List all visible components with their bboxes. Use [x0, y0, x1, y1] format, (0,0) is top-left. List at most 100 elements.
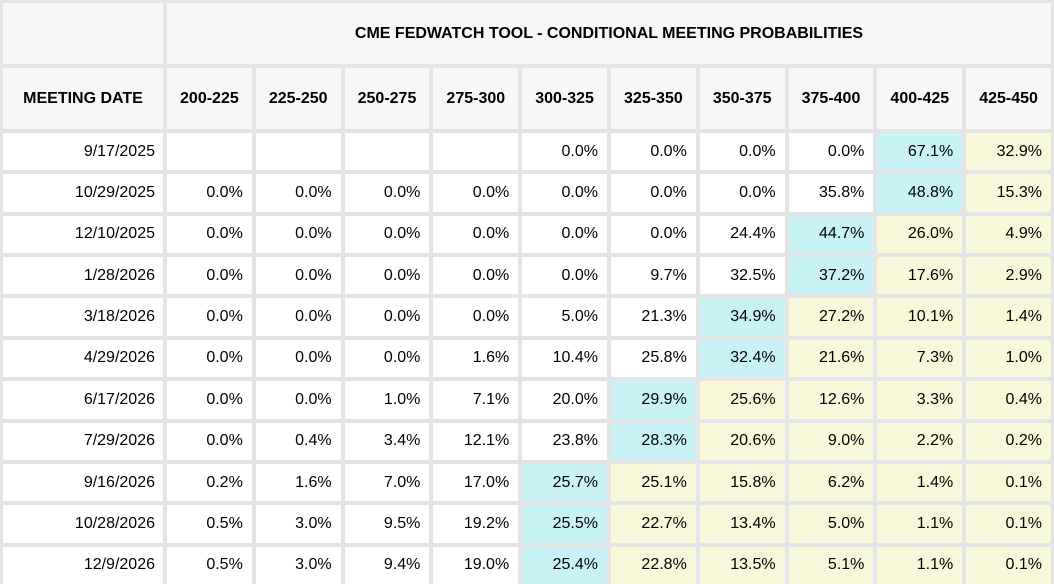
- probability-cell: 1.0%: [344, 381, 430, 419]
- probability-cell: 0.2%: [966, 422, 1051, 460]
- corner-cell: [3, 3, 163, 64]
- probability-cell: 37.2%: [788, 257, 874, 295]
- probability-cell: 21.3%: [611, 298, 696, 336]
- probability-cell: 13.4%: [699, 505, 785, 543]
- probability-cell: 0.0%: [433, 174, 519, 212]
- probability-cell: 15.3%: [966, 174, 1051, 212]
- meeting-date-cell: 9/17/2025: [3, 133, 163, 171]
- probability-cell: 0.0%: [255, 339, 341, 378]
- probability-cell: 15.8%: [699, 463, 785, 502]
- probability-cell: 0.4%: [255, 422, 341, 460]
- probability-cell: 3.4%: [344, 422, 430, 460]
- rate-range-column-header: 300-325: [522, 68, 607, 129]
- probability-cell: 1.1%: [877, 546, 963, 584]
- meeting-date-column-header: MEETING DATE: [3, 68, 163, 129]
- rate-range-column-header: 275-300: [433, 68, 519, 129]
- probability-cell: 0.0%: [344, 215, 430, 254]
- probability-cell: 24.4%: [699, 215, 785, 254]
- probability-cell: 0.4%: [966, 381, 1051, 419]
- probability-cell: 7.0%: [344, 463, 430, 502]
- meeting-date-cell: 6/17/2026: [3, 381, 163, 419]
- meeting-date-cell: 9/16/2026: [3, 463, 163, 502]
- probability-cell: 4.9%: [966, 215, 1051, 254]
- probability-cell: 25.6%: [699, 381, 785, 419]
- probability-cell: 1.0%: [966, 339, 1051, 378]
- probability-cell: 0.0%: [344, 298, 430, 336]
- probability-cell: 5.1%: [788, 546, 874, 584]
- probability-cell: 26.0%: [877, 215, 963, 254]
- probability-cell: 9.4%: [344, 546, 430, 584]
- probability-cell: 0.0%: [255, 257, 341, 295]
- rate-range-column-header: 425-450: [966, 68, 1051, 129]
- rate-range-column-header: 350-375: [699, 68, 785, 129]
- probability-cell: 20.0%: [522, 381, 607, 419]
- probability-cell: 6.2%: [788, 463, 874, 502]
- meeting-date-cell: 3/18/2026: [3, 298, 163, 336]
- probability-cell: 0.0%: [167, 257, 252, 295]
- probability-cell: 0.0%: [522, 215, 607, 254]
- probability-cell: [344, 133, 430, 171]
- probability-cell: 44.7%: [788, 215, 874, 254]
- probability-cell: 0.0%: [788, 133, 874, 171]
- probability-cell: 0.0%: [522, 257, 607, 295]
- probability-cell: 1.6%: [255, 463, 341, 502]
- probability-cell: 5.0%: [522, 298, 607, 336]
- probability-cell: 0.0%: [699, 133, 785, 171]
- probability-cell: 25.7%: [522, 463, 607, 502]
- probability-cell: 13.5%: [699, 546, 785, 584]
- probability-cell: 10.1%: [877, 298, 963, 336]
- probability-cell: 22.7%: [611, 505, 696, 543]
- meeting-date-cell: 12/9/2026: [3, 546, 163, 584]
- probability-cell: 0.0%: [611, 215, 696, 254]
- probability-cell: 67.1%: [877, 133, 963, 171]
- probability-cell: 0.0%: [344, 174, 430, 212]
- probability-cell: 1.4%: [877, 463, 963, 502]
- probability-cell: 0.1%: [966, 505, 1051, 543]
- probability-cell: 2.2%: [877, 422, 963, 460]
- probability-cell: 34.9%: [699, 298, 785, 336]
- probability-cell: 17.0%: [433, 463, 519, 502]
- probability-cell: [433, 133, 519, 171]
- probability-cell: 0.0%: [611, 174, 696, 212]
- probability-cell: 9.5%: [344, 505, 430, 543]
- probability-cell: 0.2%: [167, 463, 252, 502]
- probability-cell: 25.4%: [522, 546, 607, 584]
- probability-cell: 0.0%: [433, 257, 519, 295]
- probability-cell: 5.0%: [788, 505, 874, 543]
- meeting-date-cell: 4/29/2026: [3, 339, 163, 378]
- probability-cell: 0.0%: [255, 298, 341, 336]
- probability-cell: 0.0%: [344, 339, 430, 378]
- probability-cell: 12.1%: [433, 422, 519, 460]
- probability-cell: 3.0%: [255, 505, 341, 543]
- meeting-date-cell: 12/10/2025: [3, 215, 163, 254]
- probability-cell: 21.6%: [788, 339, 874, 378]
- probability-cell: 19.2%: [433, 505, 519, 543]
- table-title: CME FEDWATCH TOOL - CONDITIONAL MEETING …: [167, 3, 1051, 64]
- probability-cell: 20.6%: [699, 422, 785, 460]
- rate-range-column-header: 250-275: [344, 68, 430, 129]
- probability-cell: 3.0%: [255, 546, 341, 584]
- probability-cell: 0.1%: [966, 463, 1051, 502]
- probability-cell: 28.3%: [611, 422, 696, 460]
- probability-cell: 32.4%: [699, 339, 785, 378]
- probability-cell: 0.0%: [255, 381, 341, 419]
- probability-cell: 32.9%: [966, 133, 1051, 171]
- probability-cell: 32.5%: [699, 257, 785, 295]
- probability-cell: 9.7%: [611, 257, 696, 295]
- probability-cell: 0.0%: [699, 174, 785, 212]
- probability-cell: [255, 133, 341, 171]
- probability-cell: [167, 133, 252, 171]
- probability-cell: 0.1%: [966, 546, 1051, 584]
- probability-cell: 29.9%: [611, 381, 696, 419]
- probability-cell: 1.1%: [877, 505, 963, 543]
- meeting-date-cell: 10/29/2025: [3, 174, 163, 212]
- meeting-date-cell: 7/29/2026: [3, 422, 163, 460]
- rate-range-column-header: 325-350: [611, 68, 696, 129]
- probability-cell: 0.0%: [167, 298, 252, 336]
- probability-cell: 0.0%: [167, 339, 252, 378]
- probability-cell: 17.6%: [877, 257, 963, 295]
- probability-cell: 0.5%: [167, 546, 252, 584]
- probability-cell: 0.0%: [255, 174, 341, 212]
- probability-cell: 0.0%: [344, 257, 430, 295]
